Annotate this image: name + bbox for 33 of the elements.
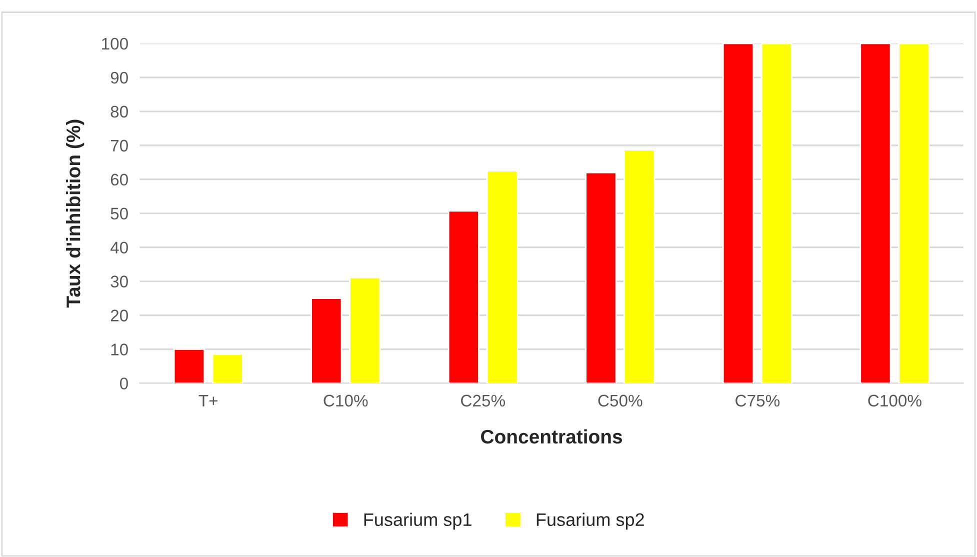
y-tick-label: 20 [110, 310, 128, 322]
x-tick-label: C100% [868, 394, 922, 407]
bar [585, 172, 617, 384]
bar [448, 210, 480, 384]
y-tick-label: 70 [110, 140, 128, 152]
x-tick-label: C25% [461, 394, 505, 407]
bar [349, 276, 381, 384]
bar [486, 170, 518, 384]
y-tick-label: 50 [110, 208, 128, 220]
legend-label: Fusarium sp2 [536, 512, 644, 530]
bar [624, 149, 656, 384]
legend-label: Fusarium sp1 [364, 512, 472, 530]
bar [898, 43, 930, 384]
y-tick-label: 30 [110, 276, 128, 288]
bar [310, 298, 342, 384]
y-tick-label: 100 [102, 38, 128, 50]
x-tick-label: C75% [736, 394, 780, 407]
y-tick-label: 10 [111, 344, 128, 356]
x-tick-label: T+ [198, 394, 218, 406]
bar [860, 43, 892, 384]
x-tick-label: C50% [598, 394, 642, 407]
y-tick-label: 60 [110, 174, 128, 186]
bar [760, 43, 792, 384]
x-axis-title: Concentrations [481, 429, 622, 444]
y-tick-label: 0 [120, 378, 128, 390]
y-tick-label: 80 [110, 106, 128, 118]
bar [722, 43, 754, 384]
x-tick-label: C10% [324, 394, 368, 407]
bar [212, 354, 244, 384]
y-tick-label: 90 [110, 72, 128, 84]
y-axis-title: Taux d'inhibition (%) [66, 120, 84, 308]
bar [173, 348, 205, 384]
y-tick-label: 40 [110, 242, 128, 254]
